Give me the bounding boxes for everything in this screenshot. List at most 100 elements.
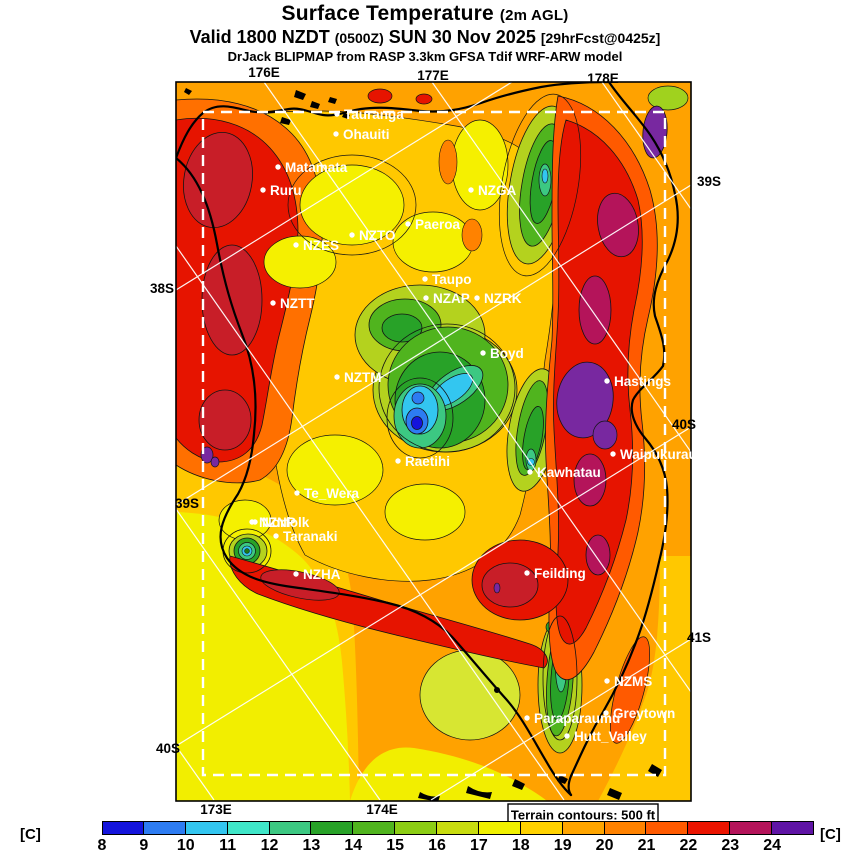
station-label: NZTT bbox=[280, 296, 315, 311]
station-label: Raetihi bbox=[405, 454, 450, 469]
coastline-north bbox=[176, 82, 611, 160]
colorbar-tick-label: 16 bbox=[428, 837, 446, 854]
colorbar-segment bbox=[184, 821, 228, 835]
colorbar-segment bbox=[687, 821, 731, 835]
colorbar-segment bbox=[477, 821, 521, 835]
colorbar-tick-label: 19 bbox=[553, 837, 572, 854]
station-tauranga: Tauranga bbox=[334, 107, 404, 122]
station-label: Taranaki bbox=[283, 529, 338, 544]
station-ohauiti: Ohauiti bbox=[333, 127, 390, 142]
station-label: Ohauiti bbox=[343, 127, 390, 142]
colorbar-segment bbox=[310, 821, 354, 835]
station-label: Waipukurau bbox=[620, 447, 697, 462]
terrain-note: Terrain contours: 500 ft bbox=[507, 803, 659, 826]
terrain-note-text: Terrain contours: 500 ft bbox=[511, 808, 656, 823]
station-dot bbox=[524, 570, 530, 576]
title-main: Surface Temperature bbox=[281, 2, 494, 25]
map-frame bbox=[175, 81, 692, 802]
title-suffix: (2m AGL) bbox=[499, 7, 569, 24]
colorbar-tick-label: 23 bbox=[721, 837, 740, 854]
station-label: Hutt_Valley bbox=[574, 729, 647, 744]
station-label: Greytown bbox=[613, 706, 675, 721]
coast-detail-marks bbox=[184, 88, 662, 801]
colorbar-segment bbox=[603, 821, 647, 835]
station-nzes: NZES bbox=[293, 238, 339, 253]
coastline-east bbox=[567, 82, 679, 797]
colorbar-tick-label: 12 bbox=[260, 837, 279, 854]
valid-z: (0500Z) bbox=[334, 30, 384, 46]
station-dot bbox=[349, 232, 355, 238]
graticule-label: 176E bbox=[248, 65, 280, 80]
station-matamata: Matamata bbox=[275, 160, 348, 175]
colorbar-tick-label: 20 bbox=[595, 837, 614, 854]
station-dot bbox=[293, 571, 299, 577]
colorbar-segment bbox=[771, 821, 814, 835]
station-label: NZTO bbox=[359, 228, 396, 243]
station-dot bbox=[270, 300, 276, 306]
valid-prefix: Valid 1800 NZDT bbox=[189, 27, 330, 47]
header: Surface Temperature (2m AGL) Valid 1800 … bbox=[0, 2, 850, 64]
station-label: Te_Wera bbox=[304, 486, 360, 501]
station-dot bbox=[603, 710, 609, 716]
station-dot bbox=[524, 715, 530, 721]
station-nzms: NZMS bbox=[604, 674, 652, 689]
station-boyd: Boyd bbox=[480, 346, 524, 361]
colorbar-tick-label: 9 bbox=[139, 837, 149, 854]
station-dot bbox=[334, 111, 340, 117]
station-dot bbox=[275, 164, 281, 170]
station-label: NZAP bbox=[433, 291, 470, 306]
station-dot bbox=[468, 187, 474, 193]
station-dot bbox=[252, 519, 258, 525]
station-label: Ruru bbox=[270, 183, 302, 198]
station-label: Hastings bbox=[614, 374, 671, 389]
colorbar-tick-label: 24 bbox=[763, 837, 781, 854]
station-dot bbox=[564, 733, 570, 739]
graticule-label: 174E bbox=[366, 802, 398, 817]
valid-line: Valid 1800 NZDT (0500Z) SUN 30 Nov 2025 … bbox=[0, 27, 850, 48]
station-waipukurau: Waipukurau bbox=[610, 447, 697, 462]
station-nzha: NZHA bbox=[293, 567, 341, 582]
colorbar-segment bbox=[519, 821, 563, 835]
station-nztt: NZTT bbox=[270, 296, 315, 311]
colorbar-tick-label: 21 bbox=[637, 837, 656, 854]
colorbar: [C] [C] 8 9 10 11 12 13 14 15 16 17 18 19 20 21 22 23 24 bbox=[0, 821, 850, 860]
station-label: Tauranga bbox=[344, 107, 404, 122]
colorbar-segment bbox=[268, 821, 312, 835]
station-label: NZTM bbox=[344, 370, 382, 385]
station-dot bbox=[273, 533, 279, 539]
station-dot bbox=[480, 350, 486, 356]
colorbar-tick-label: 14 bbox=[344, 837, 363, 854]
graticule-label: 39S bbox=[697, 174, 721, 189]
colorbar-tick-label: 8 bbox=[97, 837, 107, 854]
station-label: NZES bbox=[303, 238, 339, 253]
station-dot bbox=[334, 374, 340, 380]
station-greytown: Greytown bbox=[603, 706, 675, 721]
colorbar-tick-label: 10 bbox=[176, 837, 195, 854]
graticule-label: 173E bbox=[200, 802, 232, 817]
station-label: Matamata bbox=[285, 160, 348, 175]
station-te_wera: Te_Wera bbox=[294, 486, 360, 501]
station-feilding: Feilding bbox=[524, 566, 586, 581]
station-dot bbox=[527, 469, 533, 475]
graticule-label: 177E bbox=[417, 68, 449, 83]
station-taupo: Taupo bbox=[422, 272, 472, 287]
colorbar-segment bbox=[142, 821, 186, 835]
colorbar-segment bbox=[561, 821, 605, 835]
station-nzap: NZAP bbox=[423, 291, 470, 306]
station-hastings: Hastings bbox=[604, 374, 671, 389]
colorbar-tick-label: 15 bbox=[386, 837, 405, 854]
graticule-lines bbox=[176, 82, 691, 801]
station-dot bbox=[604, 678, 610, 684]
station-dot bbox=[423, 295, 429, 301]
colorbar-tick-label: 11 bbox=[219, 837, 237, 854]
station-dot bbox=[395, 458, 401, 464]
station-raetihi: Raetihi bbox=[395, 454, 450, 469]
station-dot bbox=[422, 276, 428, 282]
graticule-label: 40S bbox=[156, 741, 180, 756]
colorbar-segment bbox=[645, 821, 689, 835]
coastline-west bbox=[176, 156, 573, 797]
station-dot bbox=[294, 490, 300, 496]
station-nztm: NZTM bbox=[334, 370, 382, 385]
colorbar-tick-label: 22 bbox=[679, 837, 698, 854]
station-dot bbox=[604, 378, 610, 384]
